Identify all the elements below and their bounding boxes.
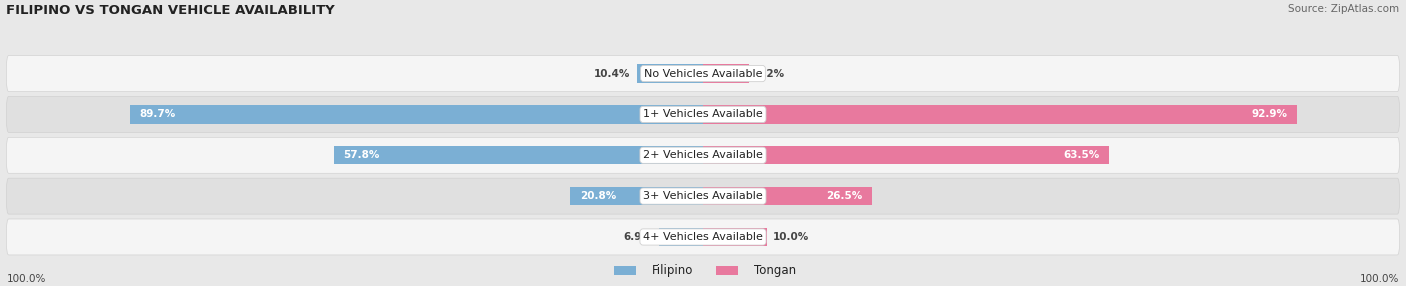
Text: 2+ Vehicles Available: 2+ Vehicles Available — [643, 150, 763, 160]
Text: 6.9%: 6.9% — [624, 232, 652, 242]
Text: 26.5%: 26.5% — [827, 191, 863, 201]
FancyBboxPatch shape — [613, 266, 636, 275]
Bar — [703, 228, 766, 246]
Text: FILIPINO VS TONGAN VEHICLE AVAILABILITY: FILIPINO VS TONGAN VEHICLE AVAILABILITY — [7, 4, 335, 17]
Text: 20.8%: 20.8% — [579, 191, 616, 201]
Bar — [333, 146, 703, 164]
Text: 7.2%: 7.2% — [755, 69, 785, 79]
Text: Source: ZipAtlas.com: Source: ZipAtlas.com — [1288, 4, 1399, 14]
Text: 89.7%: 89.7% — [139, 110, 176, 119]
Bar — [703, 64, 749, 83]
FancyBboxPatch shape — [7, 178, 1399, 214]
Bar — [129, 105, 703, 124]
FancyBboxPatch shape — [7, 55, 1399, 92]
Text: 100.0%: 100.0% — [1360, 274, 1399, 284]
Text: No Vehicles Available: No Vehicles Available — [644, 69, 762, 79]
FancyBboxPatch shape — [7, 137, 1399, 173]
FancyBboxPatch shape — [7, 96, 1399, 132]
Bar — [703, 187, 872, 205]
Bar — [703, 105, 1296, 124]
Text: 3+ Vehicles Available: 3+ Vehicles Available — [643, 191, 763, 201]
FancyBboxPatch shape — [7, 219, 1399, 255]
Bar — [637, 64, 703, 83]
Text: 92.9%: 92.9% — [1251, 110, 1286, 119]
FancyBboxPatch shape — [716, 266, 738, 275]
Bar — [703, 146, 1109, 164]
Bar — [569, 187, 703, 205]
Text: 57.8%: 57.8% — [343, 150, 380, 160]
Text: Filipino: Filipino — [652, 264, 693, 277]
Text: 10.4%: 10.4% — [593, 69, 630, 79]
Text: 100.0%: 100.0% — [7, 274, 46, 284]
Text: 63.5%: 63.5% — [1063, 150, 1099, 160]
Text: Tongan: Tongan — [754, 264, 796, 277]
Text: 4+ Vehicles Available: 4+ Vehicles Available — [643, 232, 763, 242]
Text: 10.0%: 10.0% — [773, 232, 810, 242]
Text: 1+ Vehicles Available: 1+ Vehicles Available — [643, 110, 763, 119]
Bar — [659, 228, 703, 246]
